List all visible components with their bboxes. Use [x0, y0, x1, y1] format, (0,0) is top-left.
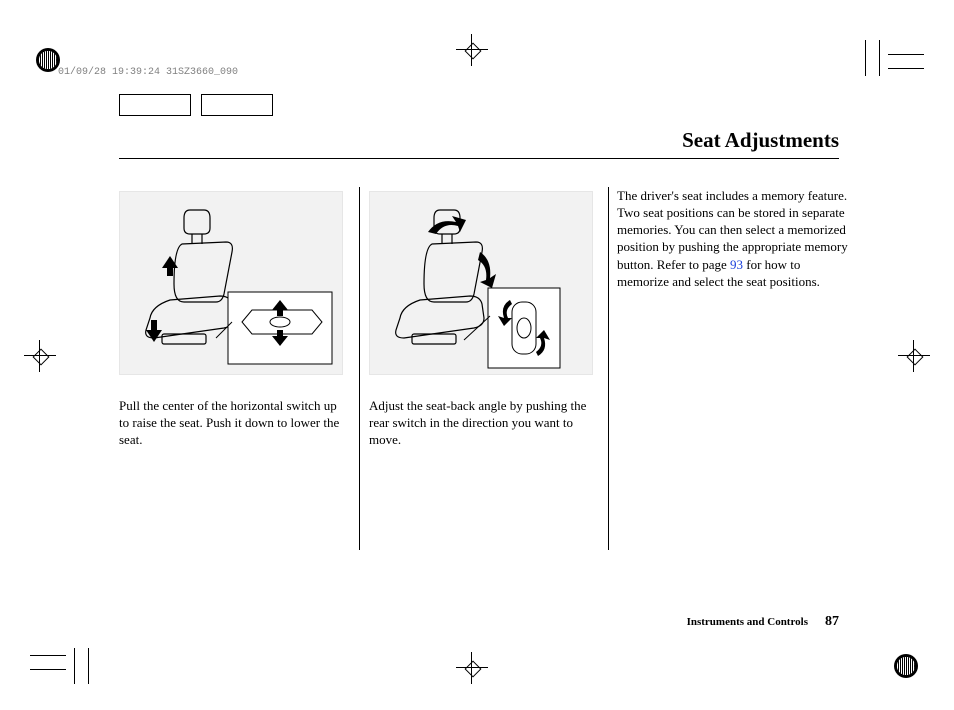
crosshair-icon — [462, 40, 482, 60]
page-title: Seat Adjustments — [682, 128, 839, 153]
title-rule — [119, 158, 839, 159]
seatback-angle-figure — [369, 191, 593, 375]
footer-section-label: Instruments and Controls — [687, 616, 808, 628]
page-reference-link[interactable]: 93 — [730, 257, 743, 272]
crosshair-icon — [30, 346, 50, 366]
column-separator — [359, 187, 360, 550]
column-2-caption: Adjust the seat-back angle by pushing th… — [369, 397, 599, 448]
header-empty-boxes — [119, 94, 273, 116]
column-3: The driver's seat includes a memory feat… — [617, 175, 849, 610]
column-separator — [608, 187, 609, 550]
column-2: Adjust the seat-back angle by pushing th… — [369, 175, 599, 610]
registration-mark-icon — [892, 652, 920, 680]
column-3-text: The driver's seat includes a memory feat… — [617, 187, 849, 290]
column-1: Pull the center of the horizontal switch… — [119, 175, 349, 610]
crosshair-icon — [462, 658, 482, 678]
crosshair-icon — [904, 346, 924, 366]
footer: Instruments and Controls 87 — [687, 614, 839, 630]
timestamp-text: 01/09/28 19:39:24 31SZ3660_090 — [58, 67, 238, 78]
column-1-caption: Pull the center of the horizontal switch… — [119, 397, 349, 448]
content-columns: Pull the center of the horizontal switch… — [119, 175, 839, 610]
page-number: 87 — [825, 614, 839, 629]
seat-height-figure — [119, 191, 343, 375]
